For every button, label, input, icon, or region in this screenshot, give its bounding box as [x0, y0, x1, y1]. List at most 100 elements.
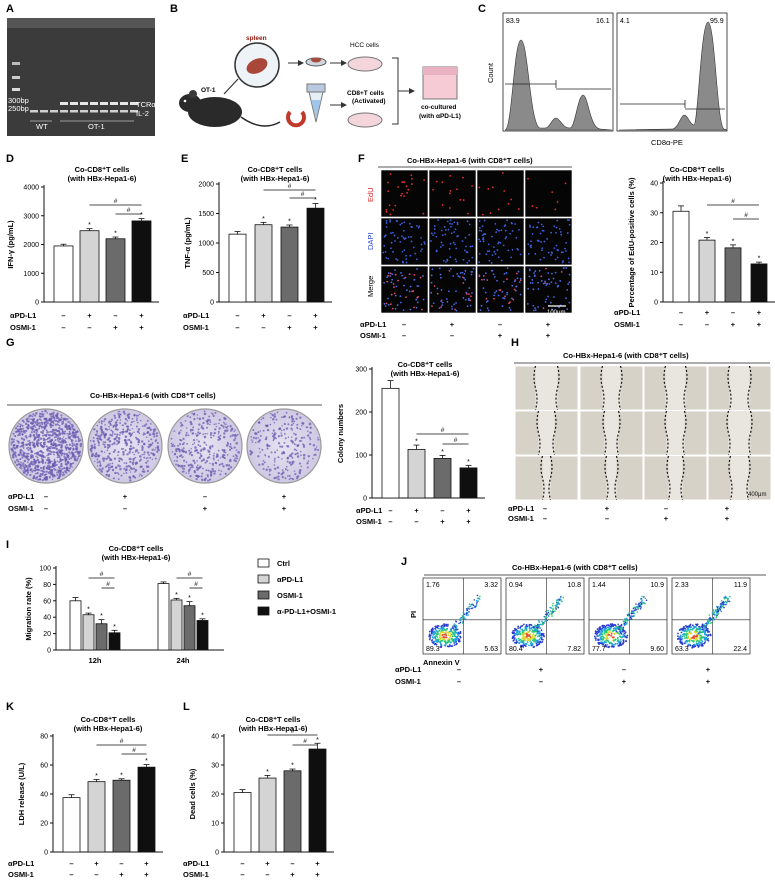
event-dot: [459, 619, 462, 622]
colony-dot: [27, 417, 29, 420]
event-dot: [513, 631, 516, 634]
colony-dot: [30, 450, 33, 454]
treatment-sign-osmi: –: [414, 517, 418, 526]
colony-dot: [134, 450, 137, 453]
colony-dot: [53, 453, 55, 456]
event-dot: [600, 641, 602, 644]
colony-dot: [208, 456, 211, 459]
colony-dot: [133, 453, 135, 456]
event-dot: [524, 645, 527, 648]
quadrant-value-ul: 2.33: [675, 582, 689, 589]
colony-dot: [114, 416, 117, 419]
fluorescence-tile: [524, 169, 573, 218]
cell-dot: [454, 243, 456, 246]
wound-edge: [727, 365, 732, 411]
event-dot: [468, 605, 470, 608]
colony-dot: [33, 430, 36, 433]
colony-dot: [273, 432, 277, 435]
treatment-sign-pdl1: –: [69, 859, 73, 868]
event-dot: [537, 641, 539, 644]
event-dot: [554, 610, 556, 612]
colony-dot: [219, 473, 222, 476]
event-dot: [707, 639, 710, 642]
event-dot: [457, 633, 459, 636]
event-dot: [712, 618, 715, 621]
event-dot: [558, 598, 560, 601]
cell-dot: [468, 233, 471, 236]
quadrant-value-ll: 77.7: [592, 646, 606, 653]
treatment-sign-osmi: –: [61, 323, 65, 332]
event-dot: [682, 630, 685, 632]
cell-dot: [509, 309, 512, 311]
colony-dot: [29, 463, 32, 466]
event-dot: [535, 643, 538, 645]
colony-dot: [224, 429, 227, 433]
cell-dot: [510, 256, 512, 259]
colony-dot: [181, 464, 184, 468]
colony-dot: [64, 457, 67, 460]
colony-dot: [264, 454, 267, 457]
event-dot: [640, 601, 643, 604]
colony-dot: [300, 454, 302, 457]
colony-dot: [19, 458, 22, 461]
sig-star: *: [314, 197, 317, 204]
event-dot: [593, 635, 596, 638]
event-dot: [707, 630, 710, 633]
colony-dot: [43, 474, 46, 477]
event-dot: [705, 625, 707, 627]
cell-dot: [431, 268, 434, 271]
cell-dot: [501, 305, 504, 308]
quadrant-value-ur: 3.32: [484, 582, 498, 589]
cell-dot: [541, 247, 544, 250]
colony-dot: [204, 433, 206, 435]
colony-dot: [28, 455, 30, 458]
colony-dot: [317, 438, 320, 441]
event-dot: [720, 610, 723, 613]
sig-star: *: [175, 592, 178, 599]
colony-dot: [67, 420, 70, 424]
cell-dot: [480, 230, 483, 232]
colony-dot: [72, 447, 75, 449]
event-dot: [626, 617, 628, 620]
event-dot: [441, 639, 444, 642]
quadrant-value-ur: 10.8: [567, 582, 581, 589]
colony-dot: [223, 449, 226, 452]
event-dot: [622, 642, 625, 645]
event-dot: [520, 644, 522, 647]
event-dot: [601, 638, 604, 641]
treatment-label-osmi: OSMI-1: [183, 323, 209, 332]
cell-dot: [512, 298, 515, 301]
colony-dot: [121, 430, 124, 434]
colony-dot: [185, 427, 188, 429]
colony-dot: [221, 448, 224, 451]
colony-dot: [58, 450, 62, 454]
colony-dot: [179, 421, 182, 424]
event-dot: [716, 606, 719, 609]
colony-dot: [270, 451, 273, 454]
colony-dot: [45, 470, 48, 473]
cell-dot: [406, 192, 408, 194]
event-dot: [541, 638, 544, 641]
colony-dot: [92, 440, 95, 443]
colony-dot: [108, 425, 110, 428]
colony-dot: [263, 461, 266, 464]
event-dot: [463, 613, 466, 616]
cell-dot: [393, 234, 396, 237]
event-dot: [688, 639, 691, 642]
cell-dot: [390, 281, 393, 284]
event-dot: [433, 640, 436, 643]
colony-dot: [198, 423, 201, 426]
dot-plot-frame: [671, 577, 751, 655]
treatment-sign-osmi: +: [757, 320, 762, 329]
cell-dot: [527, 177, 529, 180]
colony-dot: [118, 416, 121, 419]
event-dot: [617, 639, 620, 641]
event-dot: [435, 626, 437, 629]
event-dot: [523, 635, 525, 638]
event-dot: [611, 645, 614, 648]
cell-dot: [546, 238, 549, 240]
event-dot: [703, 632, 706, 635]
cell-dot: [450, 232, 453, 235]
event-dot: [683, 642, 686, 645]
